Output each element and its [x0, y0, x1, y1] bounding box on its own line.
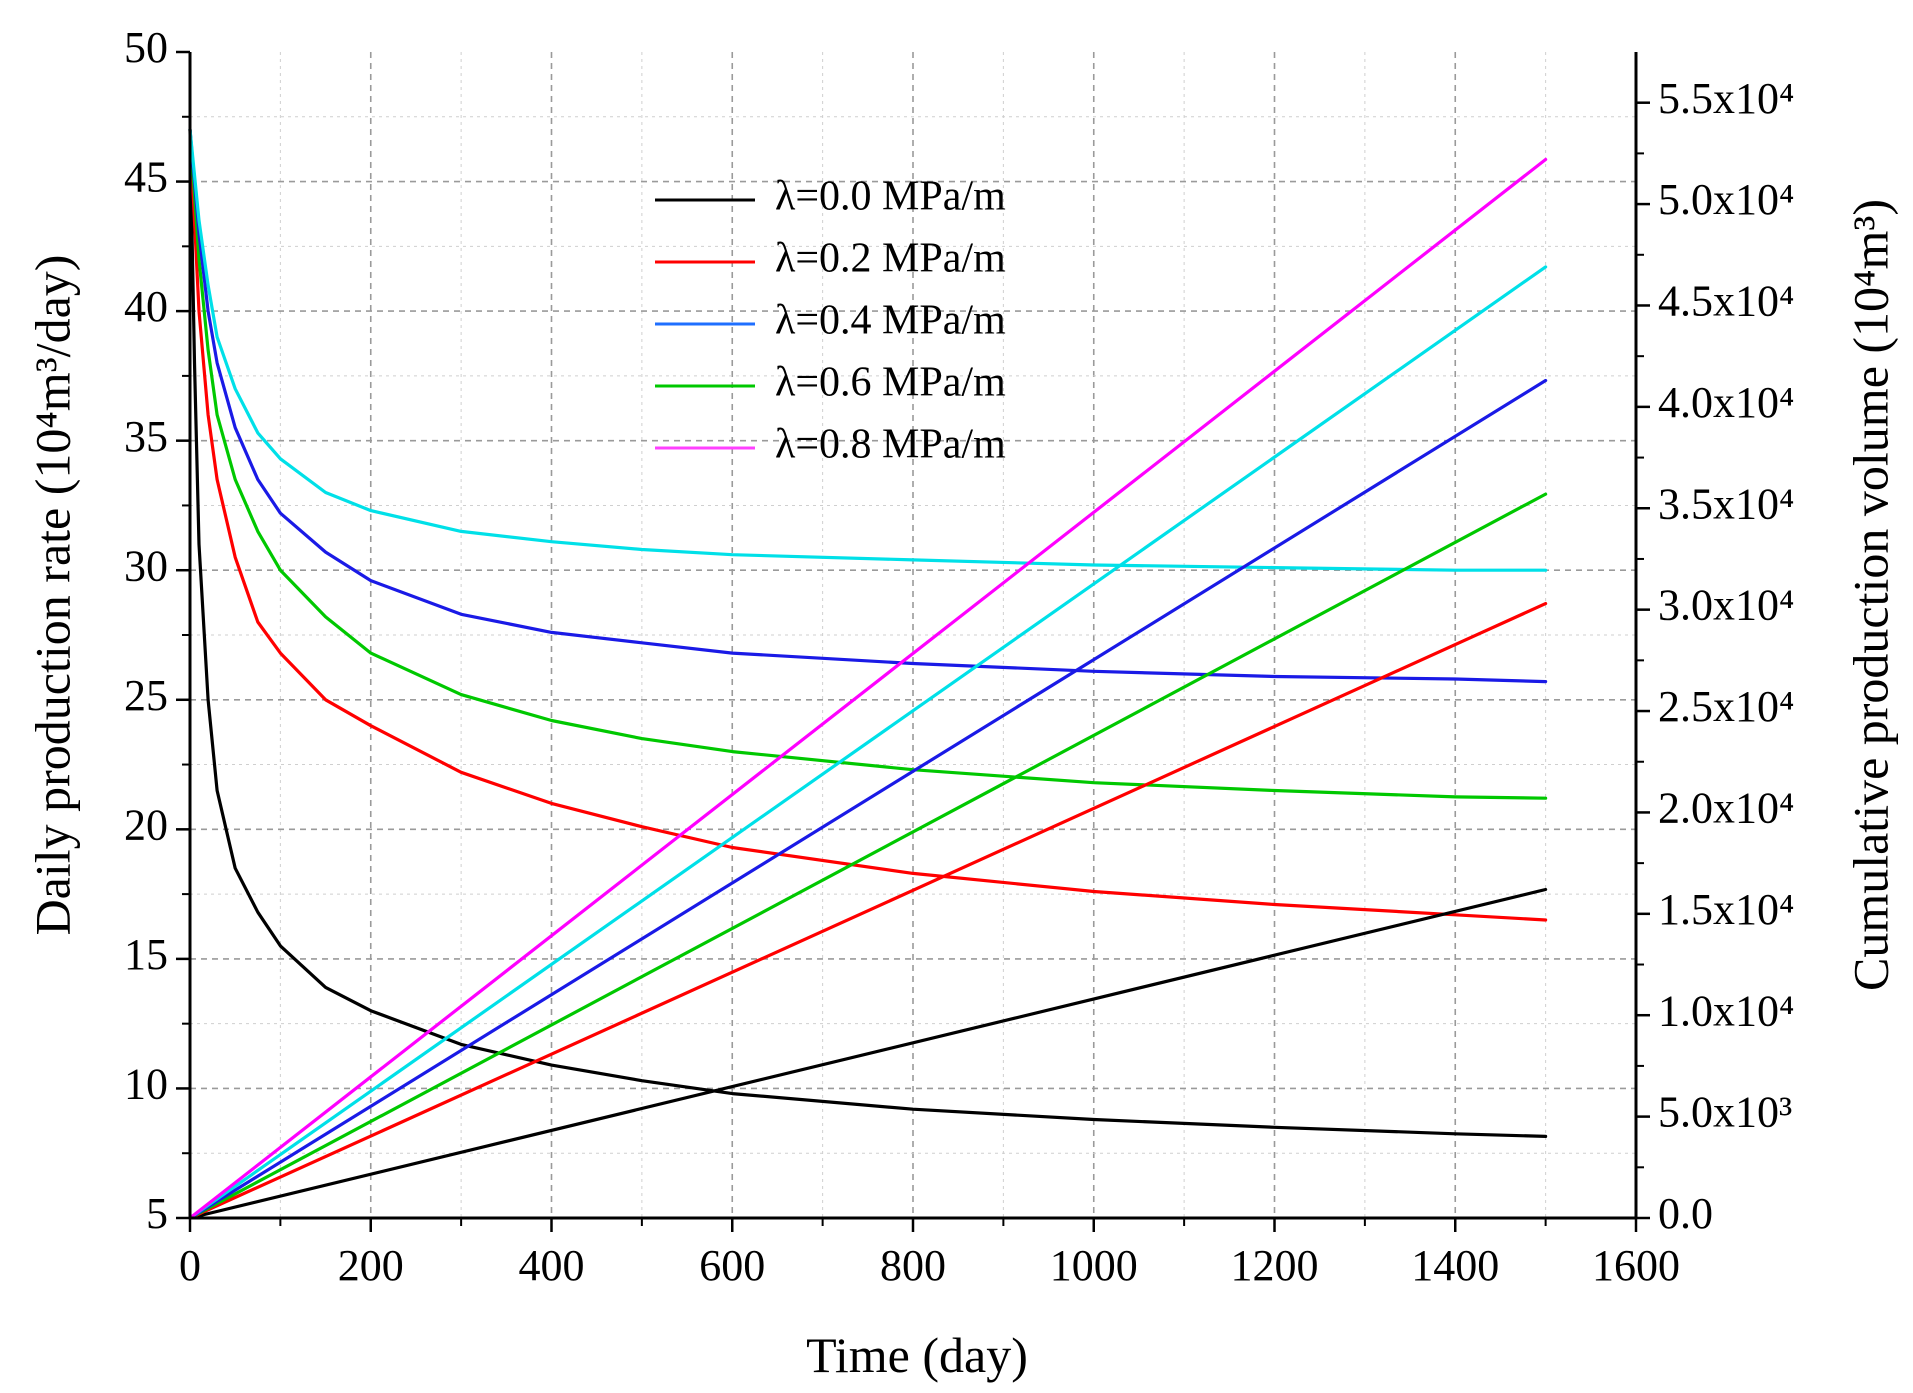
legend-label-2: λ=0.4 MPa/m [775, 298, 1006, 344]
legend-label-4: λ=0.8 MPa/m [775, 422, 1006, 468]
y-tick-label-right: 0.0 [1658, 1189, 1713, 1238]
cumulative-line-8 [188, 378, 1548, 1220]
legend-label-0: λ=0.0 MPa/m [775, 174, 1006, 220]
y-tick-label-right: 4.5x10⁴ [1658, 277, 1794, 326]
rate-line-4 [188, 128, 1548, 572]
x-tick-label: 200 [338, 1241, 404, 1290]
y-tick-label-right: 4.0x10⁴ [1658, 378, 1794, 427]
y-tick-label-right: 1.5x10⁴ [1658, 885, 1794, 934]
rate-line-0 [188, 128, 1548, 1139]
y-tick-label-left: 10 [124, 1060, 168, 1109]
y-tick-label-right: 2.0x10⁴ [1658, 784, 1794, 833]
x-tick-label: 1400 [1411, 1241, 1499, 1290]
y-tick-label-left: 25 [124, 671, 168, 720]
tick-labels: 0 200 400 600 800 1000 1200 1400 1600 5 10 15 20 25 30… [124, 23, 1794, 1290]
x-axis-title: Time (day) [806, 1327, 1028, 1383]
legend-label-3: λ=0.6 MPa/m [775, 360, 1006, 406]
y-tick-label-right: 5.0x10⁴ [1658, 175, 1794, 224]
axes [176, 50, 1650, 1232]
y-tick-label-right: 3.0x10⁴ [1658, 581, 1794, 630]
x-tick-label: 400 [519, 1241, 585, 1290]
y-tick-label-left: 15 [124, 930, 168, 979]
y-tick-label-left: 5 [146, 1189, 168, 1238]
y-tick-label-left: 50 [124, 23, 168, 72]
rate-line-1 [188, 128, 1548, 922]
y-tick-label-left: 30 [124, 541, 168, 590]
x-tick-label: 1200 [1231, 1241, 1319, 1290]
cumulative-line-7 [188, 492, 1548, 1220]
x-tick-label: 1000 [1050, 1241, 1138, 1290]
x-tick-label: 600 [699, 1241, 765, 1290]
y-tick-label-left: 40 [124, 282, 168, 331]
y-tick-label-left: 20 [124, 800, 168, 849]
rate-line-2 [188, 128, 1548, 800]
legend-label-1: λ=0.2 MPa/m [775, 236, 1006, 282]
y-tick-label-right: 3.5x10⁴ [1658, 479, 1794, 528]
y-axis-title-right: Cumulative production volume (10⁴m³) [1842, 199, 1898, 991]
cumulative-line-5 [188, 887, 1548, 1220]
y-tick-label-right: 2.5x10⁴ [1658, 682, 1794, 731]
rate-line-3 [188, 128, 1548, 684]
x-tick-label: 0 [179, 1241, 201, 1290]
x-tick-label: 800 [880, 1241, 946, 1290]
cumulative-line-6 [188, 601, 1548, 1220]
x-tick-label: 1600 [1592, 1241, 1680, 1290]
y-tick-label-right: 5.0x10³ [1658, 1088, 1792, 1137]
legend: λ=0.0 MPa/m λ=0.2 MPa/m λ=0.4 MPa/m λ=0.… [655, 174, 1006, 468]
y-tick-label-left: 45 [124, 153, 168, 202]
y-tick-label-right: 1.0x10⁴ [1658, 986, 1794, 1035]
cumulative-line-9 [188, 265, 1548, 1220]
y-axis-title-left: Daily production rate (10⁴m³/day) [24, 255, 80, 936]
y-tick-label-right: 5.5x10⁴ [1658, 74, 1794, 123]
cumulative-line-10 [188, 157, 1548, 1220]
series-group [188, 128, 1548, 1220]
y-tick-label-left: 35 [124, 412, 168, 461]
